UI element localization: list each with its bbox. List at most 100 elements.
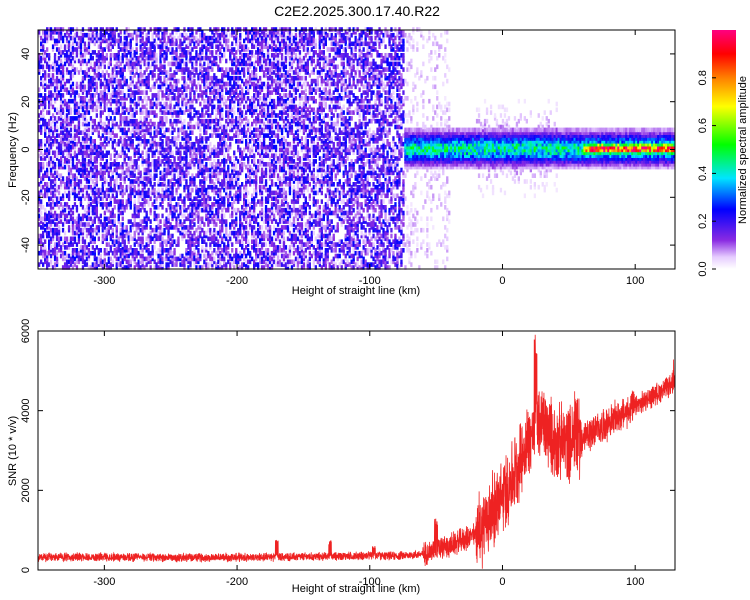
- heatmap-cell: [171, 162, 174, 167]
- heatmap-cell: [95, 61, 98, 67]
- heatmap-cell: [143, 133, 146, 138]
- heatmap-cell: [223, 256, 226, 262]
- heatmap-cell: [93, 205, 96, 210]
- heatmap-cell: [157, 121, 160, 127]
- heatmap-cell: [59, 248, 63, 253]
- heatmap-cell: [121, 67, 124, 72]
- heatmap-cell: [81, 84, 85, 90]
- heatmap-cell: [141, 55, 144, 61]
- heatmap-cell: [191, 38, 194, 44]
- heatmap-cell: [61, 253, 65, 259]
- heatmap-cell: [91, 124, 94, 130]
- heatmap-cell: [249, 253, 252, 259]
- heatmap-cell: [221, 87, 224, 92]
- heatmap-cell: [119, 205, 122, 210]
- heatmap-cell: [40, 219, 43, 224]
- heatmap-cell: [133, 147, 136, 153]
- heatmap-cell: [49, 98, 53, 104]
- heatmap-cell: [69, 153, 73, 158]
- heatmap-cell: [235, 58, 238, 64]
- heatmap-cell: [65, 133, 69, 138]
- heatmap-cell: [243, 236, 246, 242]
- heatmap-cell: [135, 38, 138, 44]
- heatmap-cell: [227, 164, 230, 170]
- heatmap-cell: [73, 107, 77, 113]
- heatmap-cell: [175, 70, 178, 75]
- heatmap-cell: [189, 187, 192, 193]
- heatmap-cell: [213, 130, 216, 135]
- heatmap-cell: [111, 73, 114, 78]
- heatmap-cell: [189, 32, 192, 38]
- heatmap-cell: [217, 53, 220, 58]
- heatmap-cell: [63, 202, 67, 207]
- heatmap-cell: [239, 187, 242, 193]
- heatmap-cell: [233, 167, 236, 173]
- heatmap-cell: [243, 230, 246, 236]
- heatmap-cell: [101, 222, 104, 227]
- heatmap-cell: [55, 202, 59, 207]
- heatmap-cell: [121, 139, 124, 144]
- heatmap-cell: [67, 58, 71, 64]
- heatmap-cell: [229, 50, 232, 55]
- heatmap-cell: [163, 130, 166, 135]
- heatmap-cell: [101, 96, 104, 101]
- heatmap-cell: [205, 242, 208, 247]
- heatmap-cell: [247, 81, 250, 87]
- heatmap-cell: [111, 32, 114, 38]
- heatmap-cell: [177, 136, 180, 141]
- heatmap-cell: [159, 233, 162, 239]
- heatmap-cell: [189, 87, 192, 92]
- heatmap-cell: [81, 58, 85, 64]
- heatmap-cell: [171, 38, 174, 44]
- heatmap-cell: [249, 38, 252, 44]
- heatmap-cell: [63, 133, 67, 138]
- heatmap-cell: [239, 44, 242, 49]
- heatmap-cell: [187, 73, 190, 78]
- heatmap-cell: [161, 93, 164, 98]
- heatmap-cell: [161, 153, 164, 158]
- heatmap-cell: [107, 202, 110, 207]
- heatmap-cell: [137, 242, 140, 247]
- heatmap-cell: [193, 35, 196, 41]
- heatmap-cell: [219, 50, 222, 55]
- heatmap-cell: [57, 176, 61, 181]
- heatmap-cell: [139, 78, 142, 84]
- heatmap-cell: [185, 81, 188, 87]
- heatmap-cell: [129, 75, 132, 81]
- heatmap-cell: [107, 32, 110, 38]
- heatmap-cell: [93, 176, 96, 181]
- heatmap-cell: [159, 84, 162, 90]
- heatmap-cell: [57, 199, 61, 204]
- heatmap-cell: [177, 164, 180, 170]
- heatmap-cell: [159, 118, 162, 124]
- heatmap-cell: [121, 47, 124, 52]
- heatmap-cell: [71, 190, 75, 196]
- heatmap-cell: [101, 190, 104, 196]
- heatmap-cell: [57, 242, 61, 247]
- heatmap-cell: [99, 64, 102, 70]
- heatmap-cell: [139, 170, 142, 176]
- heatmap-cell: [181, 121, 184, 127]
- heatmap-cell: [181, 90, 184, 95]
- heatmap-cell: [245, 35, 248, 41]
- heatmap-cell: [85, 184, 89, 190]
- heatmap-cell: [59, 35, 63, 41]
- heatmap-cell: [239, 101, 242, 107]
- heatmap-cell: [195, 38, 198, 44]
- heatmap-cell: [85, 107, 89, 113]
- heatmap-cell: [153, 167, 156, 173]
- heatmap-cell: [221, 141, 224, 147]
- heatmap-cell: [119, 164, 122, 170]
- heatmap-cell: [101, 93, 104, 98]
- heatmap-cell: [179, 182, 182, 187]
- heatmap-cell: [243, 256, 246, 262]
- heatmap-cell: [175, 58, 178, 64]
- heatmap-cell: [189, 150, 192, 156]
- heatmap-cell: [46, 170, 49, 176]
- heatmap-cell: [161, 116, 164, 121]
- heatmap-cell: [40, 184, 43, 190]
- heatmap-cell: [38, 64, 41, 70]
- heatmap-cell: [221, 144, 224, 150]
- heatmap-cell: [55, 236, 59, 242]
- heatmap-cell: [73, 164, 77, 170]
